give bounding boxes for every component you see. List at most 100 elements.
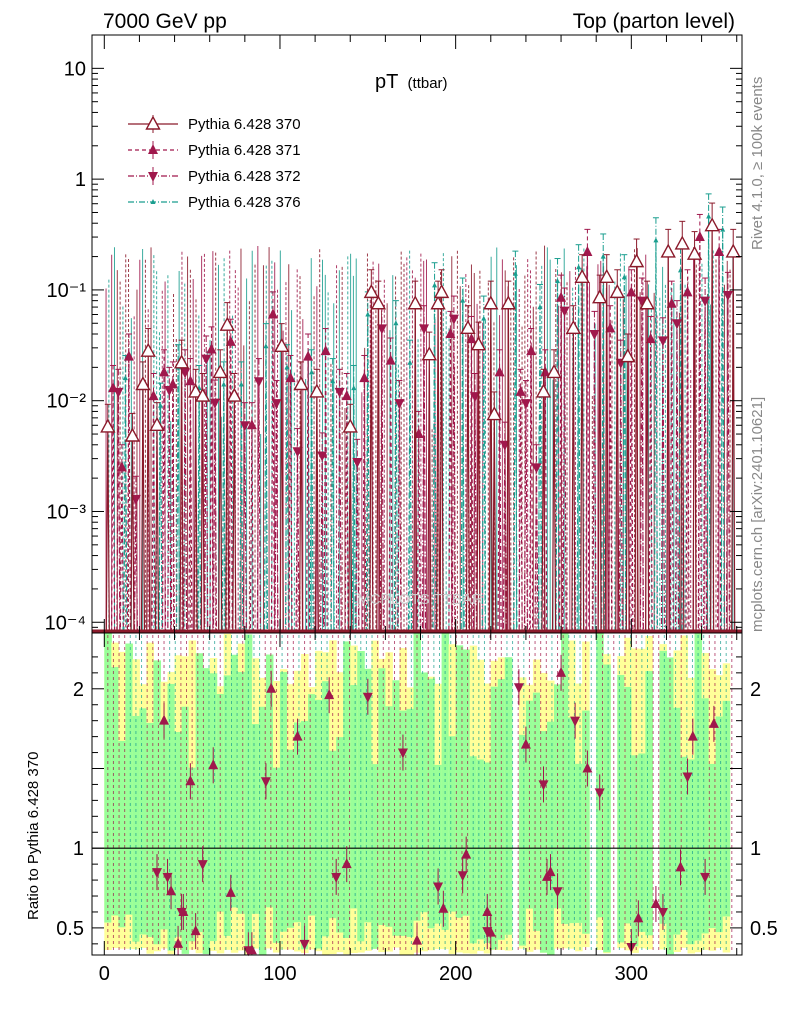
- band-inner: [673, 707, 682, 935]
- ratio-xtick-label: 200: [439, 963, 472, 985]
- band-inner: [476, 759, 485, 940]
- marker: [582, 245, 593, 256]
- ratio-frame: [91, 632, 743, 956]
- marker: [365, 311, 371, 317]
- legend-item: Pythia 6.428 370: [128, 115, 301, 133]
- marker: [513, 683, 524, 694]
- band-inner: [715, 716, 724, 933]
- side-label-bottom: mcplots.cern.ch [arXiv:2401.10621]: [749, 397, 766, 632]
- marker: [636, 296, 647, 307]
- band-inner: [146, 722, 154, 937]
- marker: [674, 235, 690, 250]
- marker: [720, 226, 726, 232]
- plot-title: pT (ttbar): [375, 71, 448, 93]
- marker: [556, 666, 567, 677]
- marker: [600, 253, 606, 259]
- marker: [225, 335, 236, 346]
- band-inner: [343, 641, 351, 938]
- marker: [433, 283, 450, 299]
- band-inner: [469, 756, 478, 944]
- marker: [180, 368, 191, 379]
- band-inner: [420, 672, 429, 913]
- marker: [582, 762, 593, 773]
- band-inner: [455, 645, 464, 918]
- marker: [599, 268, 615, 283]
- marker: [407, 359, 413, 365]
- marker: [470, 336, 487, 351]
- marker: [317, 451, 328, 462]
- marker: [537, 304, 543, 310]
- band-inner: [336, 737, 344, 933]
- marker: [407, 295, 423, 310]
- band-inner: [490, 686, 499, 950]
- main-ytick-label: 10⁻²: [47, 391, 87, 413]
- marker: [158, 402, 164, 408]
- ratio-ytick-label-left: 1: [73, 838, 84, 860]
- band-inner: [357, 651, 365, 942]
- marker: [185, 775, 196, 786]
- ratio-series-1: [152, 669, 711, 957]
- marker: [531, 463, 542, 474]
- marker: [116, 461, 127, 472]
- marker: [620, 348, 636, 363]
- band-inner: [603, 664, 611, 953]
- marker: [460, 319, 476, 335]
- marker: [520, 399, 531, 410]
- band-inner: [153, 660, 162, 945]
- band-inner: [617, 675, 625, 943]
- marker: [538, 780, 549, 791]
- marker: [421, 346, 437, 361]
- band-inner: [118, 740, 126, 928]
- series-line: [110, 237, 722, 632]
- marker: [626, 286, 637, 297]
- marker: [433, 882, 444, 893]
- marker: [722, 290, 733, 301]
- legend-label: Pythia 6.428 370: [188, 116, 301, 133]
- marker: [100, 418, 116, 433]
- marker: [292, 730, 303, 741]
- band-inner: [279, 672, 288, 932]
- marker: [432, 282, 438, 288]
- marker: [330, 378, 336, 384]
- marker: [576, 264, 582, 270]
- marker: [267, 308, 278, 319]
- ratio-xtick-label: 300: [615, 963, 648, 985]
- band-inner: [638, 753, 646, 932]
- marker: [176, 907, 187, 918]
- marker: [628, 253, 645, 268]
- band-inner: [518, 734, 527, 946]
- band-inner: [624, 686, 632, 924]
- marker: [570, 716, 581, 727]
- marker: [359, 372, 370, 383]
- series-line: [116, 294, 731, 632]
- marker: [320, 345, 331, 356]
- header-right: Top (parton level): [573, 10, 735, 33]
- marker: [226, 387, 242, 402]
- band-inner: [315, 699, 323, 949]
- marker: [292, 447, 303, 458]
- marker: [108, 382, 119, 393]
- marker: [457, 871, 468, 882]
- ratio-plot-layer: [92, 633, 742, 957]
- marker: [694, 231, 705, 242]
- band-inner: [568, 717, 576, 924]
- marker: [162, 872, 173, 883]
- marker: [704, 217, 720, 232]
- marker: [271, 399, 282, 410]
- ratio-series-0: [159, 654, 719, 955]
- band-inner: [216, 694, 225, 912]
- marker: [352, 457, 363, 468]
- band-inner: [294, 722, 302, 923]
- marker: [159, 366, 170, 377]
- band-inner: [645, 671, 653, 936]
- band-inner: [167, 683, 176, 951]
- marker: [500, 295, 517, 310]
- band-inner: [272, 767, 281, 943]
- marker: [363, 283, 379, 299]
- band-inner: [195, 653, 204, 933]
- marker: [253, 377, 264, 388]
- band-inner: [181, 706, 190, 954]
- band-inner: [111, 667, 119, 916]
- marker: [303, 350, 314, 361]
- band-inner: [139, 708, 147, 935]
